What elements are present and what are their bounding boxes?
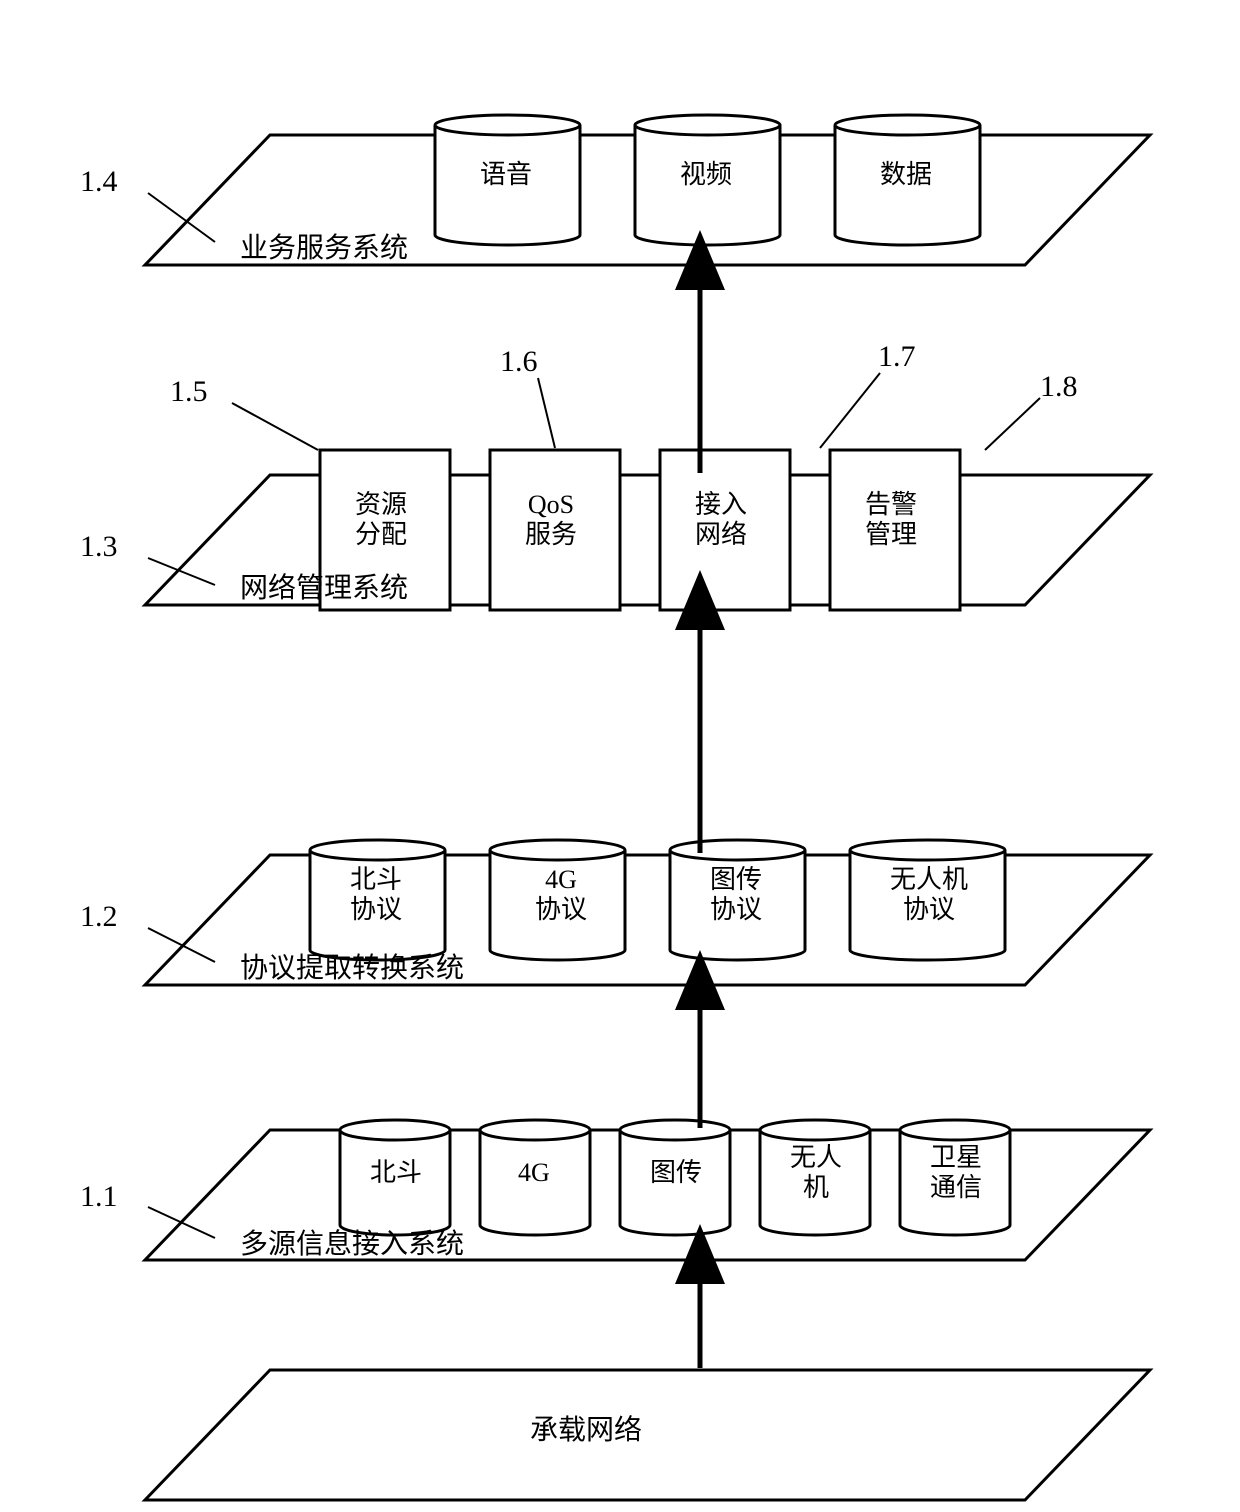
layer-label-layer1: 多源信息接入系统 — [240, 1222, 464, 1262]
callout-layer2: 1.2 — [80, 900, 118, 934]
item-label-layer3-2: 接入网络 — [695, 490, 747, 550]
callout-layer3: 1.3 — [80, 530, 118, 564]
item-label-layer2-1: 4G协议 — [535, 865, 587, 925]
callout-layer3-extra-3: 1.8 — [1040, 370, 1078, 404]
item-label-layer2-3: 无人机协议 — [890, 865, 968, 925]
item-label-layer1-3: 无人机 — [790, 1143, 842, 1203]
layer-label-layer4: 业务服务系统 — [240, 226, 408, 266]
item-label-layer4-2: 数据 — [880, 160, 932, 190]
item-label-layer3-0: 资源分配 — [355, 490, 407, 550]
item-label-layer1-2: 图传 — [650, 1158, 702, 1188]
callout-layer4: 1.4 — [80, 165, 118, 199]
callout-layer3-extra-2: 1.7 — [878, 340, 916, 374]
item-label-layer1-0: 北斗 — [370, 1158, 422, 1188]
item-label-layer4-0: 语音 — [480, 160, 532, 190]
item-label-layer2-0: 北斗协议 — [350, 865, 402, 925]
callout-layer3-extra-0: 1.5 — [170, 375, 208, 409]
layer-label-layer3: 网络管理系统 — [240, 566, 408, 606]
item-label-layer3-1: QoS服务 — [525, 490, 577, 550]
layer-label-bottom: 承载网络 — [530, 1408, 642, 1448]
callout-layer3-extra-1: 1.6 — [500, 345, 538, 379]
layered-architecture-diagram: 承载网络 多源信息接入系统 1.1 北斗 4G 图传 无人机 卫星通信 协议提取转换系统 1.2 北… — [0, 0, 1240, 1512]
item-label-layer1-4: 卫星通信 — [930, 1143, 982, 1203]
item-label-layer4-1: 视频 — [680, 160, 732, 190]
callout-layer1: 1.1 — [80, 1180, 118, 1214]
item-label-layer3-3: 告警管理 — [865, 490, 917, 550]
diagram-svg — [0, 0, 1240, 1512]
item-label-layer2-2: 图传协议 — [710, 865, 762, 925]
item-label-layer1-1: 4G — [518, 1158, 550, 1188]
layer-label-layer2: 协议提取转换系统 — [240, 946, 464, 986]
